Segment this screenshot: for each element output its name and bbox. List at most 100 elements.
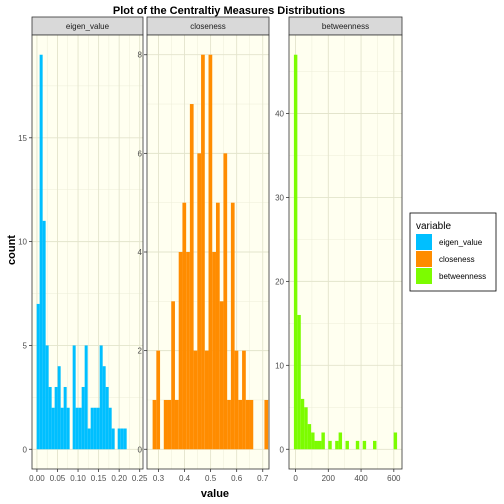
bar [293, 54, 298, 450]
bar [87, 428, 91, 450]
bar [321, 432, 325, 450]
bars-betweenness [293, 54, 398, 450]
bar [304, 407, 308, 450]
x-tick-label: 0.5 [205, 474, 217, 483]
panel-closeness: closeness 0 2 4 6 8 0.3 0.4 0.5 0.6 0.7 [138, 16, 270, 483]
bar [307, 424, 312, 450]
bar [215, 202, 220, 450]
bar [178, 252, 183, 450]
y-tick-label: 0 [23, 445, 28, 454]
bar [90, 407, 94, 450]
bar [72, 345, 76, 450]
x-tick-label: 0.05 [50, 474, 66, 483]
bar [60, 407, 64, 450]
bar [163, 399, 168, 450]
bar [223, 153, 228, 450]
legend-swatch [416, 268, 432, 284]
bar [99, 345, 103, 450]
bar [249, 399, 254, 450]
bar [120, 428, 124, 450]
bar [193, 350, 198, 450]
panel-border-betweenness [288, 34, 403, 470]
bar [84, 345, 88, 450]
bar [48, 386, 52, 450]
y-tick-label: 10 [275, 361, 284, 370]
y-tick-label: 6 [138, 149, 143, 158]
x-tick-label: 0.7 [257, 474, 269, 483]
y-tick-label: 15 [18, 134, 27, 143]
bar [36, 303, 40, 450]
bars-closeness [152, 54, 269, 450]
legend: variable eigen_value closeness betweenness [409, 212, 497, 292]
bar [156, 350, 161, 450]
bar [212, 252, 216, 450]
bar [167, 399, 172, 450]
bar [93, 407, 97, 450]
bar [234, 350, 239, 450]
legend-label: closeness [439, 255, 475, 264]
bar [338, 432, 343, 450]
bar [208, 54, 213, 450]
bar [238, 399, 243, 450]
y-tick-label: 40 [275, 109, 284, 118]
y-tick-label: 5 [23, 341, 28, 350]
x-tick-label: 0.15 [91, 474, 107, 483]
bar [171, 301, 175, 450]
strip-label-betweenness: betweenness [322, 22, 369, 31]
bar [78, 407, 82, 450]
legend-title: variable [416, 221, 451, 232]
strip-label-closeness: closeness [190, 22, 226, 31]
bar [108, 407, 112, 450]
legend-label: eigen_value [439, 238, 483, 247]
legend-label: betweenness [439, 272, 486, 281]
gridlines-betweenness [289, 35, 402, 469]
y-tick-label: 0 [280, 445, 285, 454]
bar [51, 407, 55, 450]
panel-border-eigen_value [31, 34, 144, 470]
bar [345, 440, 349, 450]
bar [204, 350, 209, 450]
bar [362, 440, 367, 450]
bar [328, 440, 332, 450]
bar [182, 202, 187, 450]
bar [373, 440, 377, 450]
panel-eigen_value: eigen_value 0 5 10 15 0.00 0.05 0.10 0.15 0.20 0.2… [18, 16, 148, 483]
x-tick-label: 200 [322, 474, 336, 483]
x-tick-label: 600 [387, 474, 401, 483]
x-axis-title: value [201, 488, 229, 500]
bar [102, 366, 106, 450]
panel-background-betweenness [289, 35, 402, 469]
bar [96, 407, 100, 450]
bar [54, 386, 58, 450]
bar [355, 440, 360, 450]
facet-panels: eigen_value 0 5 10 15 0.00 0.05 0.10 0.15 0.20 0.2… [18, 16, 403, 483]
x-tick-label: 400 [354, 474, 368, 483]
legend-swatch [416, 251, 432, 267]
bar [152, 399, 157, 450]
legend-entries: eigen_value closeness betweenness [416, 234, 486, 284]
bar [105, 386, 109, 450]
bar [201, 54, 205, 450]
bar [66, 407, 70, 450]
bar [111, 428, 115, 450]
bar [242, 350, 246, 450]
bar [189, 104, 194, 450]
x-tick-label: 0.20 [111, 474, 127, 483]
bar [314, 440, 318, 450]
bar [63, 386, 67, 450]
bar [123, 428, 127, 450]
bar [186, 252, 190, 450]
y-tick-label: 8 [138, 51, 143, 60]
bar [42, 220, 46, 450]
strip-label-eigen_value: eigen_value [66, 22, 110, 31]
y-tick-label: 2 [138, 347, 143, 356]
bar [230, 202, 235, 450]
bar [45, 345, 49, 450]
bar [57, 366, 61, 450]
bar [174, 399, 179, 450]
x-tick-label: 0 [293, 474, 298, 483]
bar [227, 399, 231, 450]
bar [264, 399, 269, 450]
bar [81, 386, 85, 450]
